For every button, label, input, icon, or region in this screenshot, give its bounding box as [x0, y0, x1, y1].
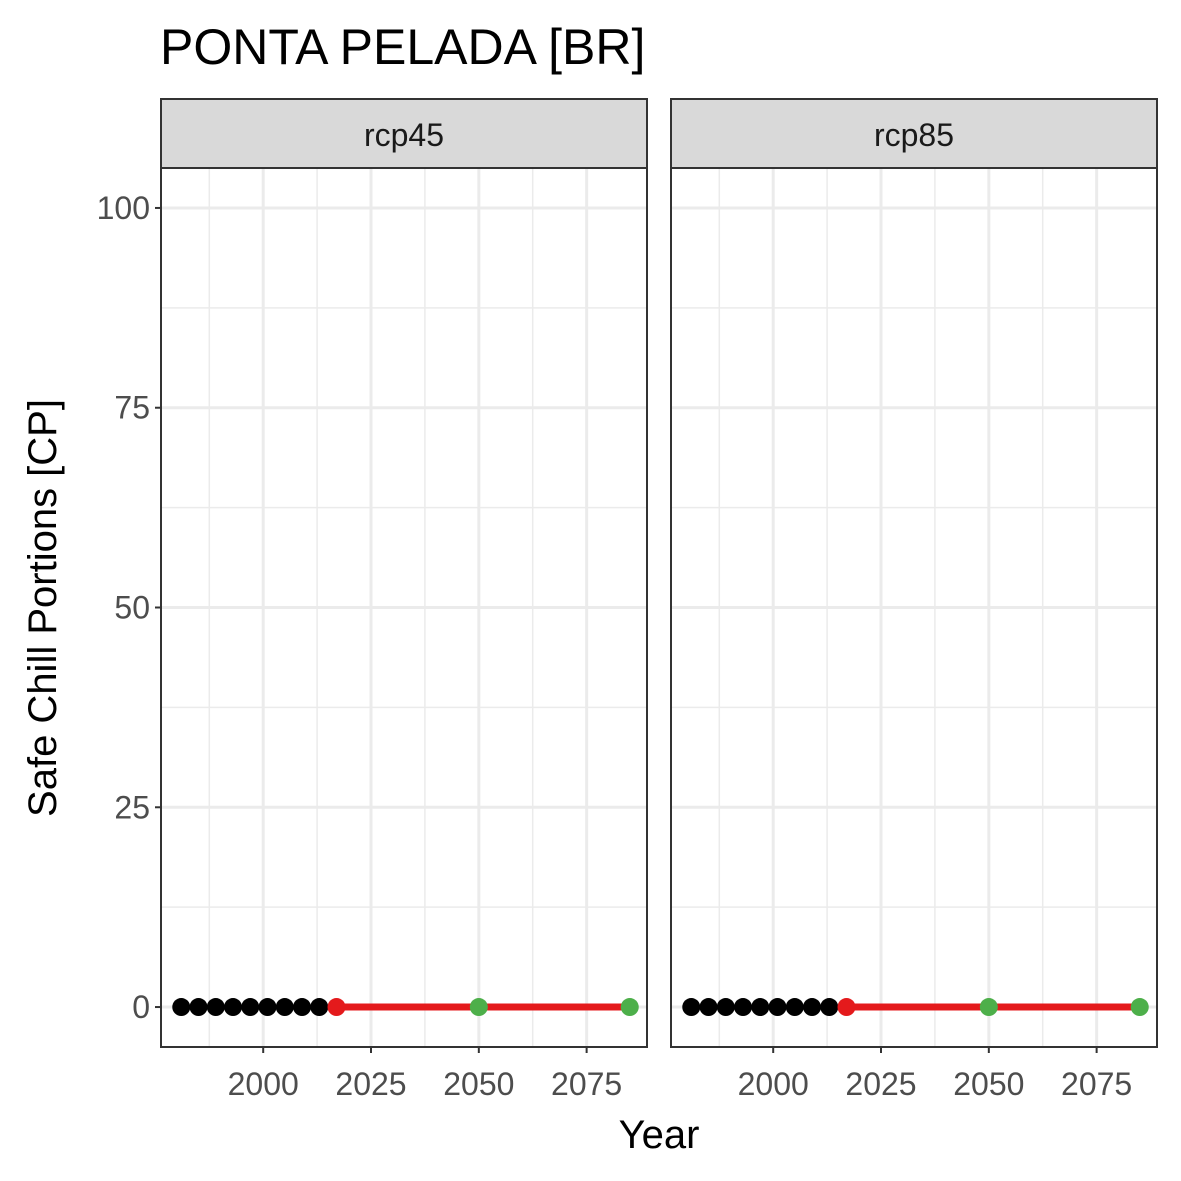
facet-strip-label: rcp85	[874, 117, 954, 153]
x-tick-label: 2075	[551, 1066, 622, 1102]
chart-title: PONTA PELADA [BR]	[160, 19, 645, 75]
facet-strip	[670, 98, 1158, 169]
projection-start-point	[327, 998, 346, 1017]
observed-point	[258, 998, 277, 1017]
observed-point	[751, 998, 770, 1017]
projection-start-point	[837, 998, 856, 1017]
observed-point	[803, 998, 822, 1017]
x-axis-title: Year	[619, 1113, 700, 1157]
y-tick-label: 0	[132, 989, 150, 1025]
observed-point	[768, 998, 787, 1017]
x-tick-label: 2050	[953, 1066, 1024, 1102]
observed-point	[734, 998, 753, 1017]
observed-point	[189, 998, 208, 1017]
y-tick-label: 75	[114, 390, 150, 426]
x-tick-label: 2075	[1061, 1066, 1132, 1102]
observed-point	[820, 998, 839, 1017]
x-tick-label: 2000	[738, 1066, 809, 1102]
observed-point	[310, 998, 329, 1017]
observed-point	[716, 998, 735, 1017]
observed-point	[293, 998, 312, 1017]
grid	[671, 168, 1157, 1047]
panel-rcp85: rcp85 2000 2025 2050 2075	[670, 98, 1158, 1102]
future-point	[979, 998, 998, 1017]
observed-point	[172, 998, 191, 1017]
observed-point	[224, 998, 243, 1017]
observed-point	[241, 998, 260, 1017]
y-tick-label: 100	[97, 190, 150, 226]
panel-rcp45: rcp45 2000 2025 2050 2075	[160, 98, 648, 1102]
x-tick-label: 2025	[845, 1066, 916, 1102]
x-tick-label: 2000	[228, 1066, 299, 1102]
facet-strip	[160, 98, 648, 169]
y-tick-label: 25	[114, 789, 150, 825]
observed-point	[785, 998, 804, 1017]
observed-point	[206, 998, 225, 1017]
y-tick-label: 50	[114, 590, 150, 626]
y-axis-title: Safe Chill Portions [CP]	[21, 399, 65, 817]
future-point	[620, 998, 639, 1017]
observed-point	[699, 998, 718, 1017]
observed-point	[682, 998, 701, 1017]
panel-border	[670, 167, 1158, 1048]
future-point	[1130, 998, 1149, 1017]
x-tick-label: 2050	[443, 1066, 514, 1102]
future-point	[469, 998, 488, 1017]
facet-strip-label: rcp45	[364, 117, 444, 153]
panel-border	[160, 167, 648, 1048]
facet-panels: 0 25 50 75 100 rcp45 2000 2025 2050 2075 rcp85 2000…	[97, 98, 1158, 1102]
observed-point	[275, 998, 294, 1017]
x-tick-label: 2025	[335, 1066, 406, 1102]
